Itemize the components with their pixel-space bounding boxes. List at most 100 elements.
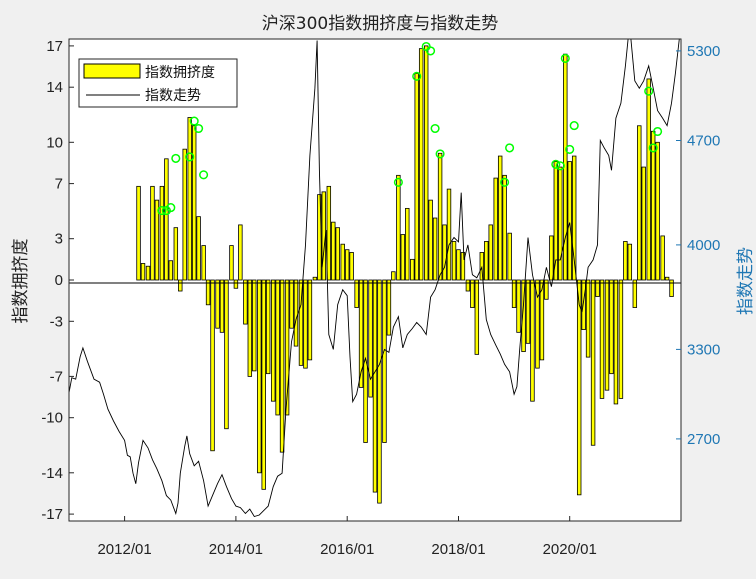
crowding-bar	[549, 235, 554, 281]
left-axis-tick-label: 17	[46, 38, 63, 55]
crowding-bar	[567, 161, 572, 281]
legend: 指数拥挤度 指数走势	[78, 58, 238, 108]
crowding-bar	[386, 279, 392, 336]
crowding-marker	[430, 123, 440, 134]
crowding-bar	[164, 158, 169, 281]
left-axis-tick-label: -10	[41, 410, 63, 427]
crowding-bar	[456, 249, 461, 281]
crowding-bar	[201, 245, 206, 281]
crowding-bar	[224, 279, 229, 430]
crowding-bar	[530, 279, 535, 402]
crowding-bar	[136, 185, 141, 281]
crowding-bar	[358, 279, 364, 388]
crowding-bar	[219, 279, 225, 333]
crowding-bar	[511, 279, 517, 308]
crowding-bar	[247, 279, 253, 377]
crowding-bar	[669, 279, 674, 297]
crowding-bar	[650, 130, 656, 281]
x-axis-tick-label: 2020/01	[543, 541, 597, 558]
right-axis-tick-label: 2700	[687, 431, 720, 448]
crowding-bar	[507, 232, 512, 281]
crowding-bar	[400, 234, 406, 281]
crowding-bar	[298, 279, 304, 366]
crowding-bar	[340, 243, 345, 281]
crowding-bar	[145, 265, 151, 281]
crowding-bar	[618, 279, 624, 399]
crowding-bar	[372, 279, 378, 493]
crowding-bar	[377, 279, 382, 504]
x-axis-tick-label: 2014/01	[209, 541, 263, 558]
crowding-bar	[344, 249, 350, 281]
left-axis-tick-label: -7	[50, 368, 63, 385]
crowding-marker	[560, 53, 570, 63]
crowding-bar	[178, 279, 183, 292]
chart-title: 沪深300指数拥挤度与指数走势	[262, 14, 498, 34]
crowding-bar	[558, 166, 563, 281]
crowding-bar	[140, 263, 146, 281]
left-axis-tick-label: 10	[46, 134, 63, 151]
crowding-bar	[428, 199, 433, 281]
crowding-bar	[446, 188, 452, 281]
x-axis-tick-label: 2018/01	[431, 541, 485, 558]
crowding-marker	[393, 177, 403, 187]
right-axis-tick-label: 3300	[687, 341, 720, 358]
crowding-bar	[470, 279, 475, 308]
crowding-bar	[159, 185, 165, 281]
crowding-bar	[604, 279, 610, 391]
crowding-marker	[648, 143, 658, 153]
crowding-bar	[182, 148, 187, 281]
crowding-marker	[171, 153, 181, 163]
crowding-bar	[544, 279, 549, 300]
crowding-bar	[326, 185, 332, 281]
crowding-bar	[168, 260, 174, 281]
crowding-bar	[414, 73, 419, 281]
right-axis-tick-label: 5300	[687, 43, 720, 60]
crowding-bar	[354, 279, 359, 308]
crowding-bar	[368, 279, 373, 398]
crowding-bar	[646, 78, 651, 281]
crowding-marker	[565, 144, 575, 154]
crowding-bar	[243, 279, 248, 325]
crowding-bar	[191, 125, 197, 281]
right-axis-tick-label: 4000	[687, 237, 720, 254]
crowding-bar	[215, 279, 220, 329]
crowding-marker	[426, 46, 436, 56]
crowding-marker	[435, 149, 445, 159]
crowding-markers	[157, 41, 663, 216]
crowding-bar	[641, 166, 646, 281]
x-axis-tick-label: 2012/01	[97, 541, 151, 558]
crowding-bar	[196, 216, 201, 281]
crowding-bar	[660, 235, 665, 281]
crowding-bar	[632, 279, 638, 308]
crowding-bar	[595, 279, 600, 297]
crowding-bar	[623, 241, 628, 281]
left-axis-tick-label: 0	[55, 272, 63, 289]
right-axis-label: 指数走势	[736, 247, 756, 315]
crowding-bar	[331, 221, 336, 281]
crowding-marker	[185, 152, 195, 162]
crowding-bar	[205, 279, 211, 306]
crowding-marker	[505, 143, 515, 153]
x-axis: 2012/01 2014/01 2016/01 2018/01 2020/01	[97, 516, 597, 558]
crowding-bar	[488, 224, 493, 281]
crowding-marker	[194, 123, 204, 134]
crowding-bar	[437, 152, 443, 281]
crowding-bar	[173, 227, 179, 281]
crowding-bar	[637, 125, 642, 281]
index-trend-line	[68, 38, 680, 518]
crowding-bar	[465, 279, 471, 292]
crowding-bar	[293, 279, 299, 347]
crowding-bar	[410, 258, 415, 281]
legend-bar-swatch	[83, 63, 141, 79]
crowding-marker	[500, 177, 510, 187]
left-axis-tick-label: -3	[50, 313, 63, 330]
crowding-bar	[627, 243, 633, 281]
crowding-bar	[275, 279, 280, 416]
crowding-bar	[521, 279, 526, 353]
left-y-axis: 17 14 10 7 3 0 -3 -7 -10 -14 -17	[41, 38, 74, 523]
crowding-bar	[525, 279, 531, 344]
left-axis-tick-label: -17	[41, 506, 63, 523]
crowding-bar	[497, 155, 503, 281]
left-axis-tick-label: 7	[55, 176, 63, 193]
